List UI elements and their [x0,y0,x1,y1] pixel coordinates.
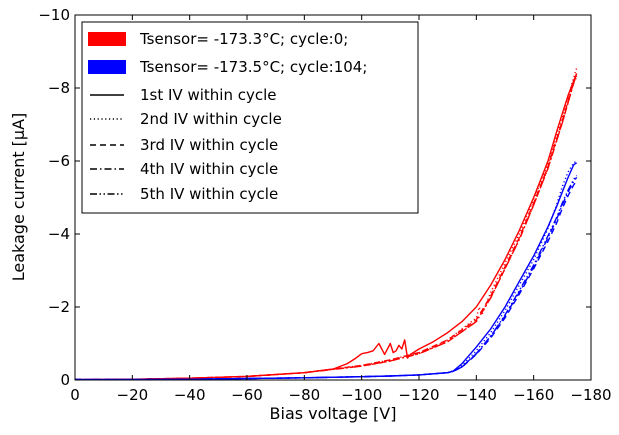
y-tick-label: −10 [38,6,70,24]
x-tick-label: −120 [398,386,439,404]
x-tick-label: −60 [231,386,263,404]
x-tick-label: −180 [570,386,611,404]
series-line-4 [74,76,578,381]
series-layer [74,67,578,381]
y-tick-label: −4 [48,225,70,243]
x-tick-label: −40 [174,386,206,404]
x-tick-label: −160 [513,386,554,404]
y-tick-label: −8 [48,79,70,97]
y-tick-label: −2 [48,298,70,316]
x-axis-label: Bias voltage [V] [270,404,397,423]
y-axis-ticks: 0 −2 −4 −6 −8 −10 [38,6,591,389]
legend-swatch-1 [88,60,126,74]
legend-label-0: Tsensor= -173.3°C; cycle:0; [139,30,348,48]
legend-box [81,21,419,214]
x-tick-label: −80 [289,386,321,404]
x-tick-label: 0 [70,386,80,404]
x-tick-label: −100 [341,386,382,404]
plot-frame [74,14,592,381]
x-tick-label: −140 [456,386,497,404]
x-axis-ticks: 0 −20 −40 −60 −80 −100 −120 −140 −160 −180 [70,15,612,404]
legend-swatch-0 [88,32,126,46]
legend-label-1: Tsensor= -173.5°C; cycle:104; [139,58,367,76]
x-tick-label: −20 [117,386,149,404]
legend-label-6: 5th IV within cycle [140,185,278,203]
legend-label-5: 4th IV within cycle [140,160,278,178]
y-axis-label: Leakage current [μA] [9,113,28,282]
y-tick-label: −6 [48,152,70,170]
legend-label-2: 1st IV within cycle [140,86,277,104]
series-line-0 [74,73,578,381]
y-tick-label: 0 [60,371,70,389]
legend: Tsensor= -173.3°C; cycle:0; Tsensor= -173… [81,21,419,214]
legend-label-4: 3rd IV within cycle [140,136,278,154]
series-line-9 [75,175,578,381]
legend-label-3: 2nd IV within cycle [140,110,282,128]
